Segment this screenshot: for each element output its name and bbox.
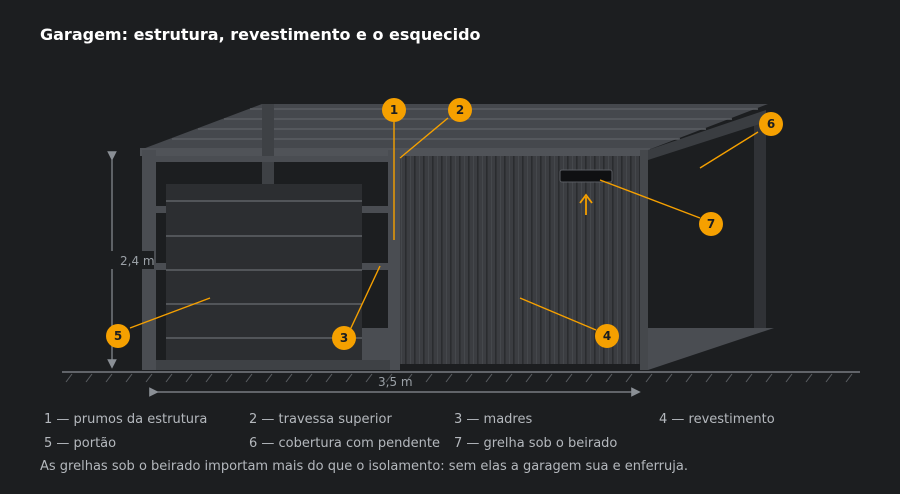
badge-3: 3 xyxy=(332,326,356,350)
svg-text:2: 2 xyxy=(456,103,464,117)
legend-item: 1 — prumos da estrutura xyxy=(44,412,208,427)
badge-1: 1 xyxy=(382,98,406,122)
legend: 1 — prumos da estrutura 2 — travessa sup… xyxy=(44,410,864,454)
width-label: 3,5 m xyxy=(378,375,413,389)
badge-5: 5 xyxy=(106,324,130,348)
back-frame xyxy=(262,104,766,328)
svg-text:4: 4 xyxy=(603,329,611,343)
gate xyxy=(156,184,390,370)
svg-text:5: 5 xyxy=(114,329,122,343)
badge-7: 7 xyxy=(699,212,723,236)
width-dimension: 3,5 m xyxy=(149,375,641,397)
height-label: 2,4 m xyxy=(120,254,155,268)
svg-text:3: 3 xyxy=(340,331,348,345)
legend-item: 6 — cobertura com pendente xyxy=(249,436,440,451)
side-slab xyxy=(648,328,774,370)
legend-item: 2 — travessa superior xyxy=(249,412,392,427)
badge-4: 4 xyxy=(595,324,619,348)
badge-6: 6 xyxy=(759,112,783,136)
eave-vent xyxy=(559,169,613,183)
svg-text:6: 6 xyxy=(767,117,775,131)
airflow-arrow xyxy=(579,193,593,215)
legend-item: 4 — revestimento xyxy=(659,412,775,427)
footnote: As grelhas sob o beirado importam mais d… xyxy=(40,459,688,474)
badge-2: 2 xyxy=(448,98,472,122)
page-title: Garagem: estrutura, revestimento e o esq… xyxy=(40,25,481,44)
legend-item: 3 — madres xyxy=(454,412,533,427)
ground-line xyxy=(62,371,860,383)
legend-item: 5 — portão xyxy=(44,436,117,451)
svg-text:7: 7 xyxy=(707,217,715,231)
legend-item: 7 — grelha sob o beirado xyxy=(454,436,618,451)
leader-lines xyxy=(129,117,759,331)
svg-text:1: 1 xyxy=(390,103,398,117)
